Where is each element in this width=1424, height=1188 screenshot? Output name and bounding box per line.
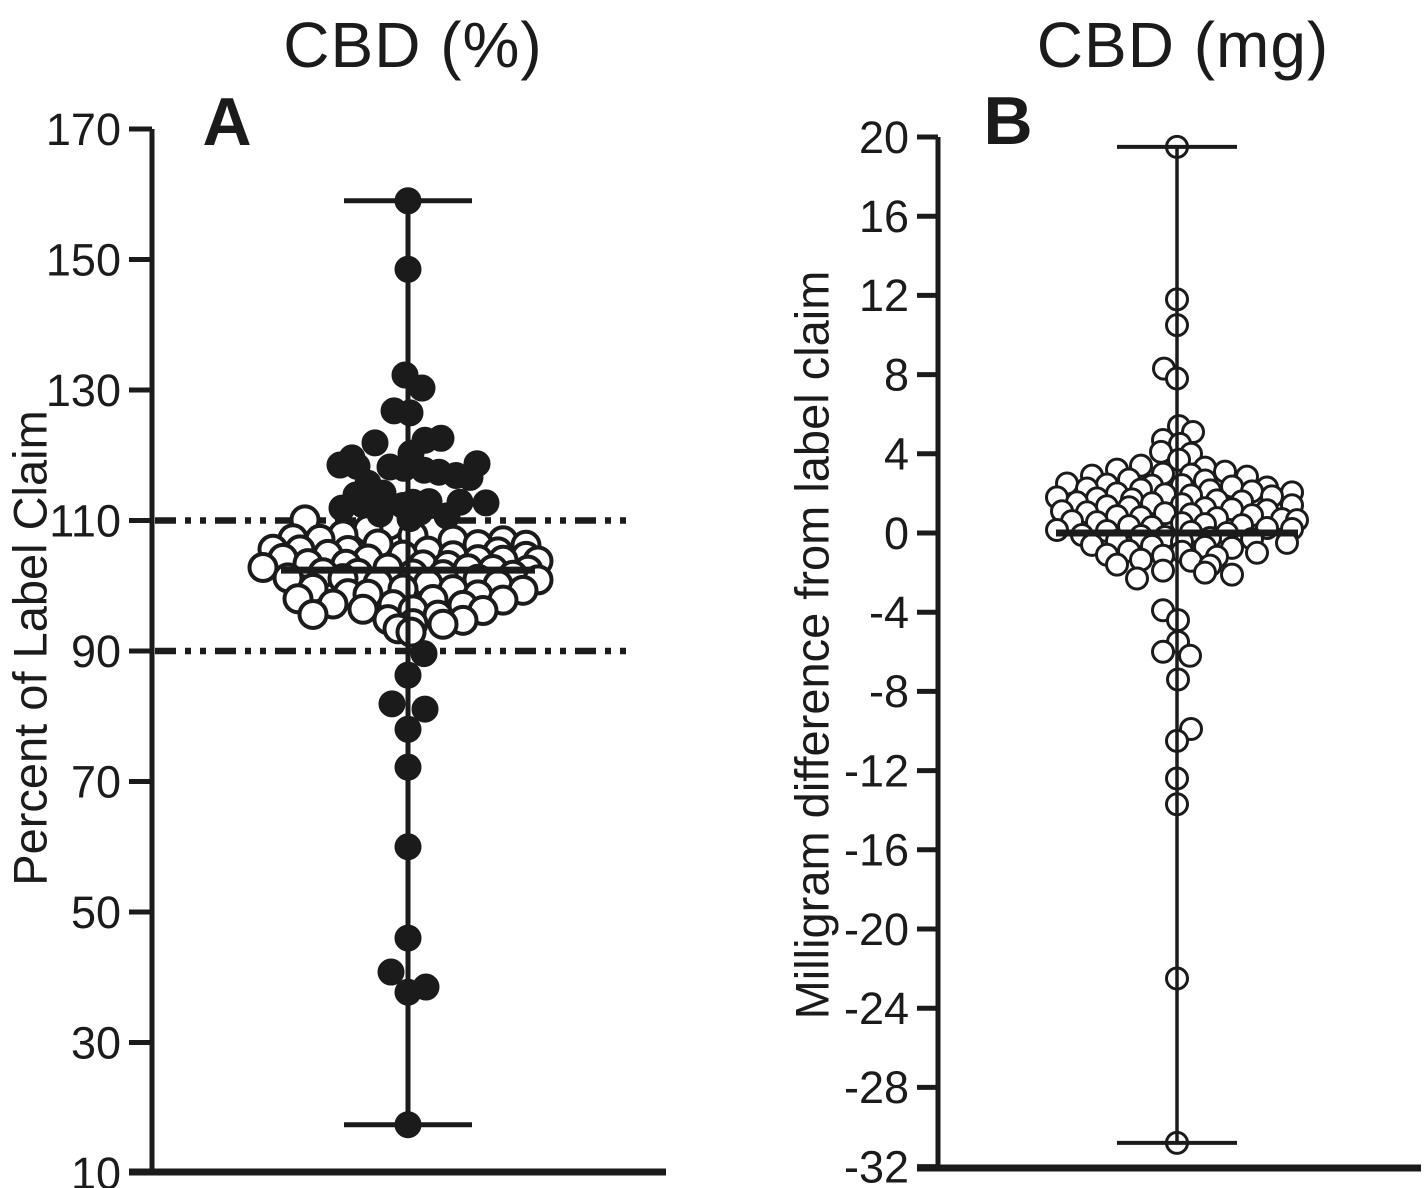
- data-point-open-circle: [1125, 566, 1149, 591]
- data-point-filled-circle: [378, 690, 406, 718]
- data-point-filled-circle: [366, 500, 394, 528]
- data-point-open-circle: [1245, 540, 1269, 565]
- y-tick-label: 130: [46, 365, 121, 416]
- data-point-filled-circle: [408, 374, 436, 402]
- data-point-filled-circle: [410, 640, 438, 668]
- data-point-open-circle: [247, 551, 279, 583]
- data-point-filled-circle: [433, 502, 461, 530]
- data-point-open-circle: [347, 593, 379, 625]
- data-point-open-circle: [1178, 643, 1202, 668]
- y-tick-label: 30: [71, 1017, 121, 1068]
- data-point-open-circle: [1220, 562, 1244, 587]
- y-tick-label: 12: [859, 270, 909, 321]
- y-tick-label: -4: [869, 587, 909, 638]
- y-tick-label: 90: [71, 626, 121, 677]
- data-point-open-circle: [395, 616, 427, 648]
- panel-a-title: CBD (%): [283, 9, 543, 81]
- y-tick-label: 50: [71, 887, 121, 938]
- data-point-filled-circle: [472, 489, 500, 517]
- y-tick-label: 150: [46, 234, 121, 285]
- y-tick-label: 20: [859, 112, 909, 163]
- data-point-open-circle: [1105, 552, 1129, 577]
- data-point-open-circle: [427, 608, 459, 640]
- data-point-filled-circle: [456, 463, 484, 491]
- y-tick-label: -20: [844, 904, 909, 955]
- y-tick-label: 170: [46, 104, 121, 155]
- y-tick-label: 0: [884, 508, 909, 559]
- y-tick-label: -8: [869, 666, 909, 717]
- data-point-open-circle: [297, 598, 329, 630]
- data-point-filled-circle: [411, 695, 439, 723]
- y-tick-label: 110: [49, 495, 121, 546]
- y-tick-label: -32: [844, 1141, 909, 1188]
- y-tick-label: 4: [884, 429, 909, 480]
- y-tick-label: 16: [859, 191, 909, 242]
- y-tick-label: -28: [844, 1062, 909, 1113]
- y-tick-label: -16: [844, 825, 909, 876]
- data-point-filled-circle: [328, 494, 356, 522]
- data-point-open-circle: [1151, 558, 1175, 583]
- data-point-open-circle: [1151, 639, 1175, 664]
- panel-a-letter: A: [202, 84, 252, 160]
- panel-b-title: CBD (mg): [1036, 9, 1330, 81]
- panel-b-letter: B: [983, 83, 1033, 159]
- y-tick-label: -12: [844, 745, 909, 796]
- data-point-open-circle: [1193, 560, 1217, 585]
- data-point-filled-circle: [377, 958, 405, 986]
- y-tick-label: 10: [71, 1148, 121, 1188]
- y-tick-label: -24: [844, 983, 909, 1034]
- data-point-filled-circle: [361, 429, 389, 457]
- y-tick-label: 70: [71, 756, 121, 807]
- y-tick-label: 8: [884, 349, 909, 400]
